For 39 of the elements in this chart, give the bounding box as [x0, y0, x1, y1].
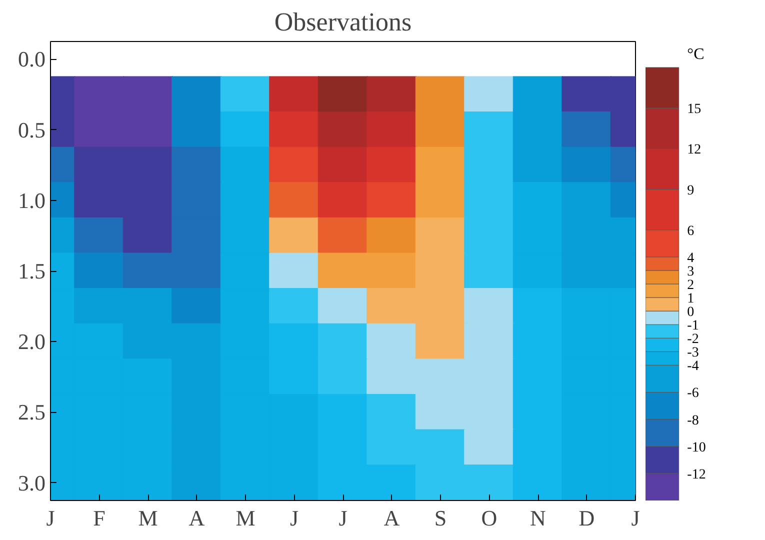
- color-bar-label: -10: [687, 440, 706, 456]
- color-bar-label: -6: [687, 386, 699, 402]
- color-bar-label: -1: [687, 318, 699, 334]
- color-bar-title: °C: [687, 46, 704, 63]
- color-bar-label: 3: [687, 264, 694, 280]
- x-tick-label: F: [93, 506, 106, 530]
- x-tick-label: A: [384, 506, 400, 530]
- color-bar-label: -12: [687, 467, 706, 482]
- color-bar-label: 2: [687, 278, 694, 293]
- color-bar-label: -4: [687, 359, 699, 374]
- y-tick-label: 1.0: [18, 188, 46, 213]
- x-tick-label: M: [138, 506, 158, 530]
- x-tick-label: M: [236, 506, 256, 530]
- y-tick-label: 1.5: [18, 258, 46, 284]
- color-bar-label: 9: [687, 183, 694, 198]
- color-bar-label: 15: [687, 102, 702, 118]
- x-tick-label: J: [46, 506, 56, 530]
- color-bar-label: 12: [687, 142, 702, 158]
- color-bar-label: -2: [687, 332, 699, 348]
- x-tick-label: J: [631, 506, 640, 530]
- x-tick-label: J: [338, 506, 348, 530]
- color-bar-label: 6: [687, 224, 694, 239]
- x-tick-label: N: [530, 506, 546, 530]
- y-tick-label: 3.0: [18, 470, 46, 496]
- x-tick-label: S: [434, 506, 447, 530]
- x-tick-label: A: [188, 506, 205, 530]
- y-tick-label: 2.5: [18, 400, 46, 425]
- y-tick-label: 2.0: [18, 329, 46, 354]
- y-tick-label: 0.5: [18, 117, 46, 142]
- x-tick-label: J: [290, 506, 299, 530]
- chart-title: Observations: [274, 8, 412, 36]
- x-tick-label: D: [578, 506, 595, 530]
- y-tick-label: 0.0: [18, 46, 46, 72]
- x-tick-label: O: [481, 506, 498, 530]
- color-bar-label: -3: [687, 346, 699, 361]
- color-bar-label: -8: [687, 413, 699, 428]
- color-bar-label: 4: [687, 250, 694, 266]
- color-bar-label: 1: [687, 292, 694, 307]
- color-bar-label: 0: [687, 305, 694, 320]
